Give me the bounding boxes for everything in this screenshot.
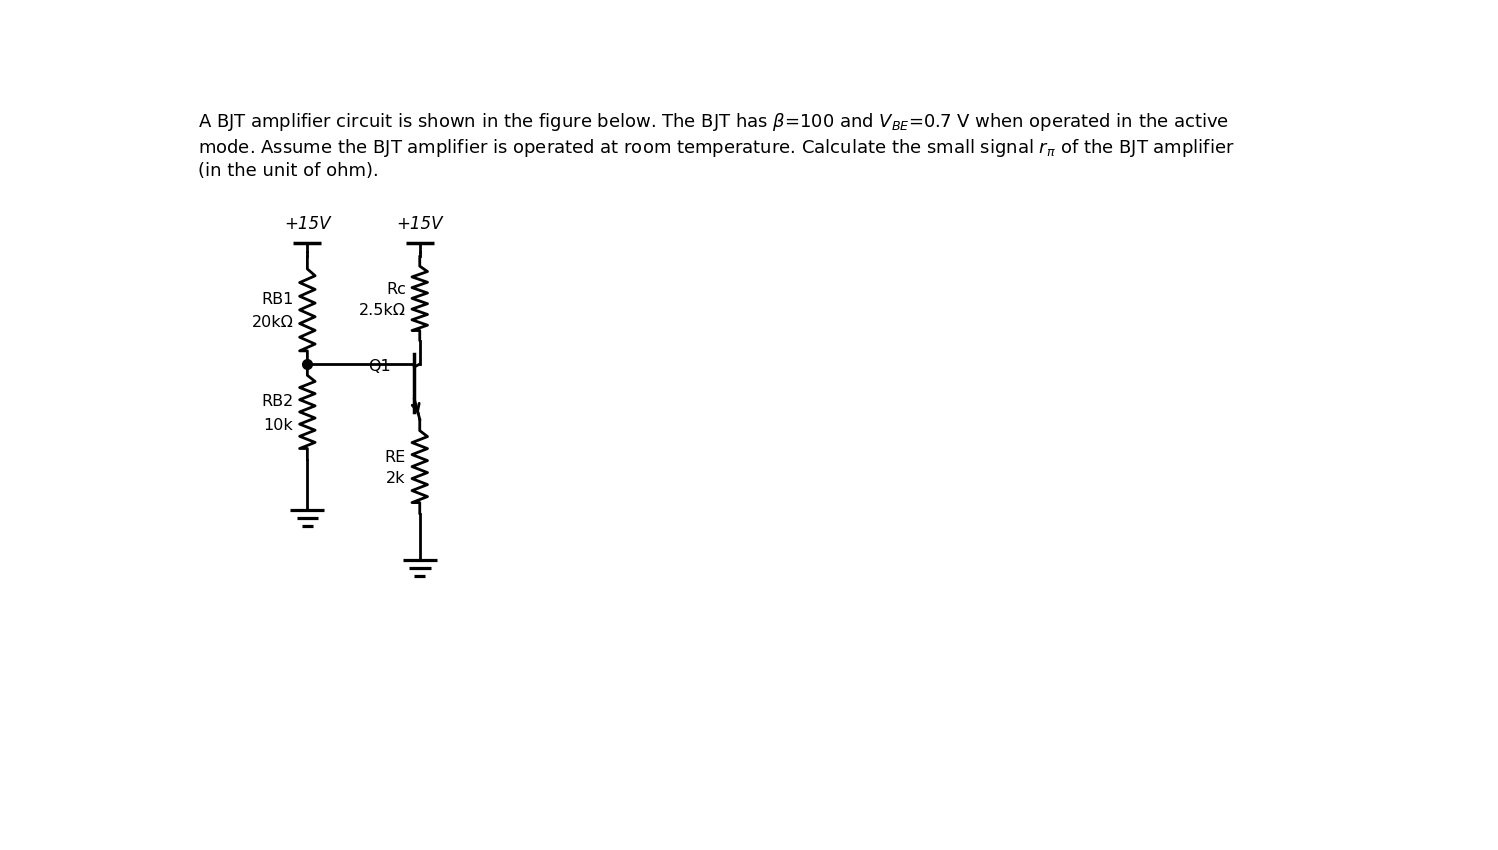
Text: A BJT amplifier circuit is shown in the figure below. The BJT has $\beta$=100 an: A BJT amplifier circuit is shown in the … <box>198 111 1230 133</box>
Text: 2.5kΩ: 2.5kΩ <box>360 303 406 318</box>
Text: RE: RE <box>385 450 406 465</box>
Text: mode. Assume the BJT amplifier is operated at room temperature. Calculate the sm: mode. Assume the BJT amplifier is operat… <box>198 137 1234 159</box>
Text: RB1: RB1 <box>261 292 294 308</box>
Text: Rc: Rc <box>386 281 406 297</box>
Text: 20kΩ: 20kΩ <box>252 315 294 331</box>
Text: +15V: +15V <box>285 215 331 233</box>
Text: 10k: 10k <box>264 417 294 433</box>
Text: +15V: +15V <box>397 215 443 233</box>
Text: Q1: Q1 <box>369 359 391 374</box>
Text: 2k: 2k <box>386 472 406 486</box>
Text: RB2: RB2 <box>261 394 294 410</box>
Text: (in the unit of ohm).: (in the unit of ohm). <box>198 162 379 180</box>
